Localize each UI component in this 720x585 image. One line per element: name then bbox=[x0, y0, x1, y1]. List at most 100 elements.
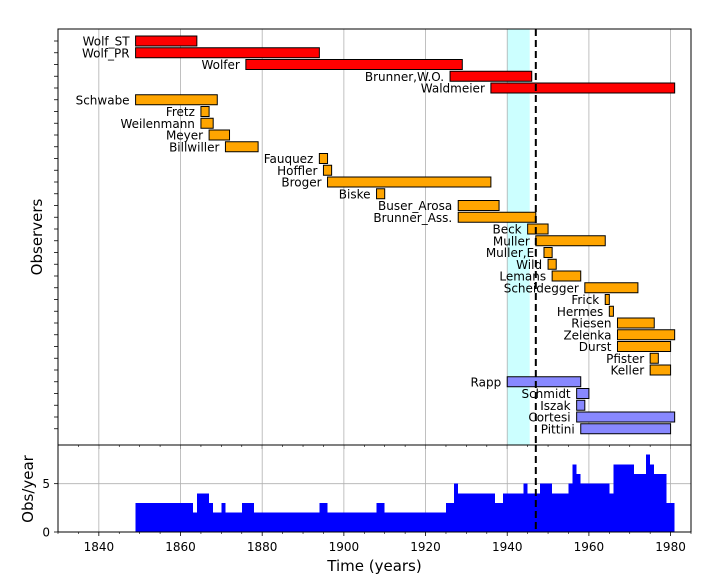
observer-label: Fretz bbox=[166, 105, 195, 119]
observer-bar-wild bbox=[547, 258, 557, 270]
observer-label: Waldmeier bbox=[421, 82, 485, 96]
y-tick-label: 5 bbox=[42, 477, 50, 491]
observer-bar-weilenmann bbox=[200, 117, 214, 129]
obs-per-year-step bbox=[572, 464, 577, 532]
observer-label: Scheidegger bbox=[504, 281, 579, 295]
observer-label: Biske bbox=[339, 187, 371, 201]
observer-bar-fretz bbox=[200, 106, 210, 117]
observer-bar-buser-arosa bbox=[457, 200, 500, 211]
observer-label: Frick bbox=[571, 293, 599, 307]
observer-label: Iszak bbox=[540, 399, 570, 413]
observer-bar-riesen bbox=[616, 317, 655, 329]
observer-bar-rapp bbox=[506, 376, 582, 388]
x-tick-label: 1960 bbox=[574, 540, 605, 554]
observer-label: Billwiller bbox=[169, 140, 219, 154]
obs-per-year-step bbox=[633, 474, 647, 532]
y-tick-label: 0 bbox=[42, 526, 50, 540]
observer-bar-muller bbox=[535, 235, 606, 247]
x-tick-label: 1880 bbox=[247, 540, 278, 554]
observer-bar-biske bbox=[376, 188, 386, 200]
observer-label: Buser_Arosa bbox=[378, 199, 452, 213]
observer-label: Brunner,W.O. bbox=[365, 70, 444, 84]
observer-bar-brunner-w-o- bbox=[449, 70, 533, 82]
x-tick-label: 1860 bbox=[165, 540, 196, 554]
observer-label: Zelenka bbox=[563, 328, 611, 342]
observer-bar-iszak bbox=[576, 399, 586, 411]
obs-per-year-step bbox=[539, 483, 553, 532]
obs-per-year-step bbox=[376, 503, 385, 532]
obs-per-year-step bbox=[552, 493, 569, 532]
observer-bar-muller-e- bbox=[543, 247, 553, 258]
obs-per-year-step bbox=[192, 512, 197, 532]
observer-bar-brunner-ass- bbox=[457, 211, 537, 223]
observer-bar-frick bbox=[604, 294, 610, 305]
observer-bar-schwabe bbox=[135, 94, 218, 106]
obs-per-year-step bbox=[609, 493, 614, 532]
observer-label: Fauquez bbox=[264, 152, 314, 166]
obs-per-year-step bbox=[650, 464, 655, 532]
observer-bar-zelenka bbox=[616, 329, 676, 341]
observer-label: Broger bbox=[281, 176, 321, 190]
observer-bar-schmidt bbox=[576, 388, 590, 399]
observer-label: Weilenmann bbox=[120, 117, 194, 131]
observer-bar-meyer bbox=[208, 129, 231, 141]
x-tick-label: 1840 bbox=[84, 540, 115, 554]
obs-per-year-step bbox=[494, 503, 504, 532]
observer-label: Lemans bbox=[499, 270, 546, 284]
x-axis-title-time: Time (years) bbox=[326, 557, 421, 575]
obs-per-year-step bbox=[135, 503, 193, 532]
obs-per-year-step bbox=[225, 512, 242, 532]
obs-per-year-step bbox=[666, 503, 675, 532]
obs-per-year-step bbox=[196, 493, 210, 532]
observer-label: Durst bbox=[579, 340, 612, 354]
x-tick-label: 1940 bbox=[492, 540, 523, 554]
observer-bar-fauquez bbox=[318, 153, 329, 164]
observer-label: Pittini bbox=[541, 422, 575, 436]
observer-label: Wolf_PR bbox=[82, 46, 130, 60]
obs-per-year-step bbox=[576, 474, 581, 532]
observer-label: Cortesi bbox=[528, 411, 570, 425]
observer-bar-wolf-st bbox=[135, 35, 198, 47]
obs-per-year-step bbox=[241, 503, 255, 532]
obs-per-year-step bbox=[523, 483, 528, 532]
obs-per-year-step bbox=[213, 512, 222, 532]
observer-bar-hermes bbox=[608, 305, 614, 317]
obs-per-year-step bbox=[458, 493, 495, 532]
observer-bar-cortesi bbox=[576, 411, 676, 423]
observer-label: Meyer bbox=[166, 129, 203, 143]
x-tick-label: 1900 bbox=[329, 540, 360, 554]
obs-per-year-step bbox=[221, 503, 226, 532]
highlight-span-band bbox=[507, 29, 530, 445]
bottom-ticks: 1840 1860 1880 1900 1920 1940 1960 1980 0 5 bbox=[42, 477, 692, 554]
observer-label: Wolfer bbox=[201, 58, 239, 72]
obs-per-year-step bbox=[209, 503, 214, 532]
observer-label: Brunner_Ass. bbox=[373, 211, 452, 225]
obs-per-year-area bbox=[135, 454, 675, 532]
observer-label: Keller bbox=[611, 364, 645, 378]
observer-label: Schwabe bbox=[76, 93, 130, 107]
observer-label: Beck bbox=[492, 223, 521, 237]
observer-bars bbox=[135, 35, 676, 435]
observer-bar-hoffler bbox=[322, 164, 333, 176]
observer-label: Muller bbox=[493, 234, 530, 248]
observer-bar-billwiller bbox=[224, 141, 259, 153]
observer-bar-waldmeier bbox=[490, 82, 676, 94]
highlight-span bbox=[507, 29, 530, 445]
obs-per-year-step bbox=[503, 493, 524, 532]
observer-label: Hermes bbox=[557, 305, 603, 319]
obs-per-year-step bbox=[254, 512, 320, 532]
observer-bar-pittini bbox=[580, 423, 672, 435]
y-axis-title-obs-per-year: Obs/year bbox=[19, 454, 37, 522]
observer-bar-lemans bbox=[551, 270, 582, 282]
obs-per-year-step bbox=[568, 483, 573, 532]
observer-bar-pfister bbox=[649, 352, 659, 364]
obs-per-year-step bbox=[327, 512, 377, 532]
observer-bar-broger bbox=[327, 176, 492, 188]
obs-per-year-step bbox=[646, 454, 651, 532]
bottom-axes-frame bbox=[57, 444, 692, 533]
y-axis-title-observers: Observers bbox=[28, 199, 46, 276]
obs-per-year-step bbox=[654, 474, 667, 532]
